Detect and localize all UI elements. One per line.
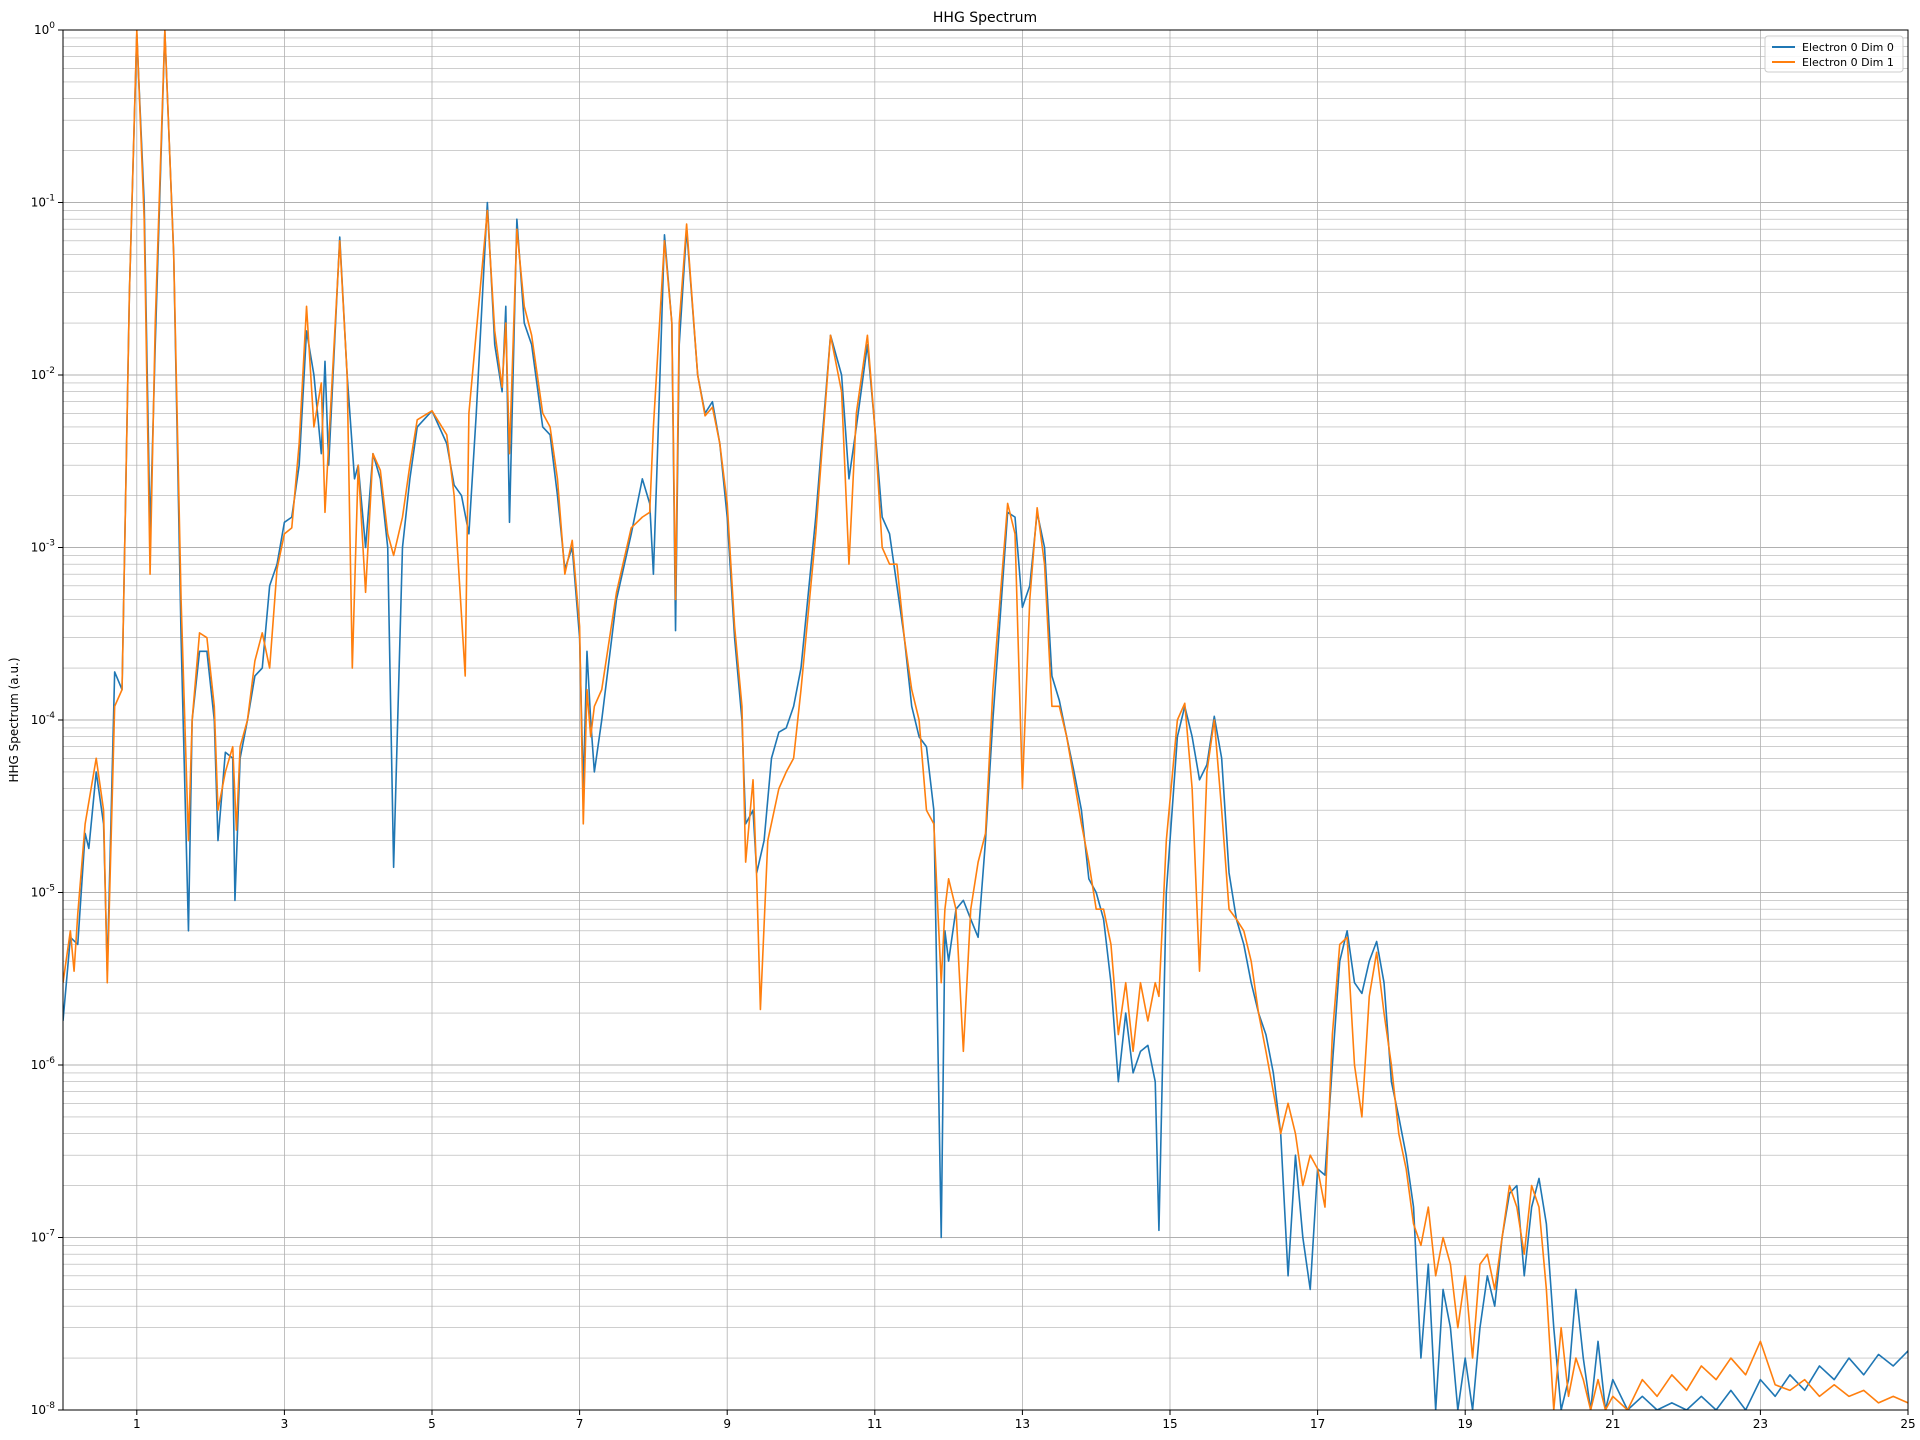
- legend-label: Electron 0 Dim 0: [1802, 41, 1894, 54]
- x-tick-label: 21: [1605, 1417, 1620, 1431]
- series-layer: [63, 30, 1908, 1410]
- x-tick-label: 13: [1015, 1417, 1030, 1431]
- x-tick-label: 17: [1310, 1417, 1325, 1431]
- x-tick-label: 1: [133, 1417, 141, 1431]
- x-tick-label: 19: [1458, 1417, 1473, 1431]
- series-line-0: [63, 30, 1908, 1410]
- legend-label: Electron 0 Dim 1: [1802, 56, 1894, 69]
- y-tick-label: 10-6: [31, 1056, 56, 1072]
- x-tick-label: 23: [1753, 1417, 1768, 1431]
- y-tick-label: 10-2: [31, 366, 55, 382]
- y-tick-label: 10-8: [31, 1401, 56, 1417]
- x-tick-label: 11: [867, 1417, 882, 1431]
- x-tick-label: 3: [281, 1417, 289, 1431]
- grid: [63, 30, 1909, 1411]
- x-axis: 1 3 5 7 9 11 13 15 17 19 21 23 25: [133, 1410, 1916, 1431]
- legend: Electron 0 Dim 0 Electron 0 Dim 1: [1764, 35, 1904, 73]
- y-tick-label: 100: [34, 21, 55, 37]
- legend-box: [1764, 35, 1904, 73]
- x-tick-label: 5: [428, 1417, 436, 1431]
- y-tick-label: 10-1: [31, 194, 55, 210]
- y-tick-label: 10-7: [31, 1229, 55, 1245]
- y-tick-label: 10-5: [31, 884, 55, 900]
- x-tick-label: 15: [1162, 1417, 1177, 1431]
- y-axis-label: HHG Spectrum (a.u.): [7, 657, 21, 782]
- y-tick-label: 10-4: [31, 711, 56, 727]
- x-tick-label: 25: [1900, 1417, 1915, 1431]
- y-axis: 10-8 10-7 10-6 10-5 10-4 10-3 10-2 10-1 100: [31, 21, 63, 1417]
- y-tick-label: 10-3: [31, 539, 55, 555]
- x-tick-label: 7: [576, 1417, 584, 1431]
- series-line-1: [63, 30, 1908, 1410]
- chart-title: HHG Spectrum: [933, 10, 1037, 26]
- x-tick-label: 9: [723, 1417, 731, 1431]
